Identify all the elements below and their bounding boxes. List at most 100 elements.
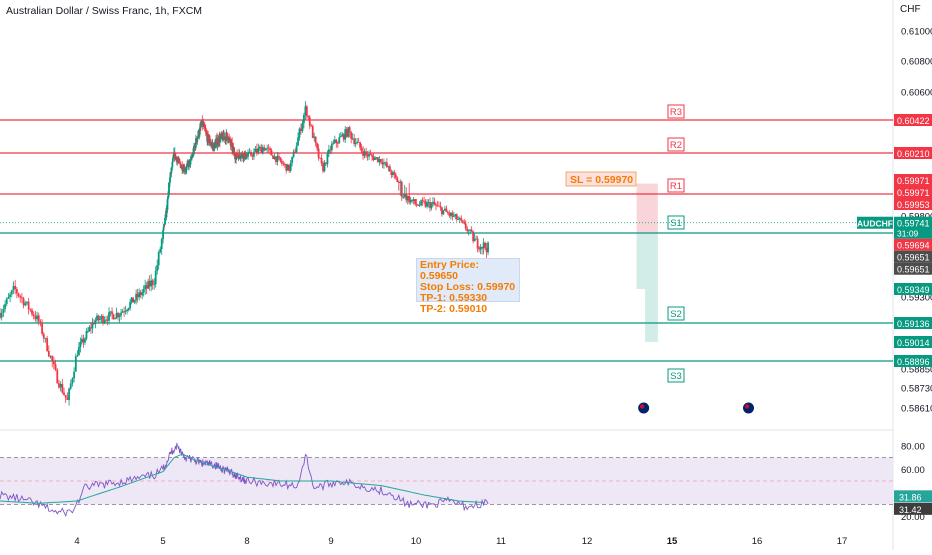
candle-body xyxy=(68,388,70,400)
candle-body xyxy=(310,125,313,127)
candle-body xyxy=(383,162,385,165)
candle-body xyxy=(0,312,1,318)
rsi-value-badge xyxy=(894,490,932,503)
candle-body xyxy=(153,284,156,285)
candle-body xyxy=(363,151,366,156)
candle-body xyxy=(56,369,59,384)
candle-body xyxy=(353,138,356,144)
candle-body xyxy=(487,242,489,253)
candle-body xyxy=(127,308,130,310)
candle-body xyxy=(460,218,463,221)
x-tick-label: 10 xyxy=(411,536,422,547)
candle-body xyxy=(316,143,319,149)
price-label: 0.59014 xyxy=(897,338,930,348)
candle-body xyxy=(189,158,192,165)
candle-body xyxy=(430,203,433,209)
x-tick-label: 12 xyxy=(582,536,593,547)
candle-body xyxy=(426,202,428,207)
level-label-r3: R3 xyxy=(670,107,682,118)
candle-body xyxy=(14,285,17,290)
candle-body xyxy=(320,158,323,164)
price-label: 0.59651 xyxy=(897,253,930,263)
candle-body xyxy=(27,301,30,310)
candle-body xyxy=(179,164,182,168)
candle-body xyxy=(147,280,150,289)
candle-body xyxy=(114,318,116,320)
candle-body xyxy=(251,155,254,157)
price-label-badge xyxy=(894,147,932,159)
candle-body xyxy=(47,350,50,357)
candle-body xyxy=(391,172,394,175)
candle-body xyxy=(170,167,173,168)
candle-body xyxy=(187,162,189,164)
candle-body xyxy=(325,162,327,164)
candle-body xyxy=(473,238,476,242)
y-tick-label: 0.61000 xyxy=(901,27,932,38)
candle-body xyxy=(176,160,179,161)
candle-body xyxy=(307,116,310,118)
candle-body xyxy=(132,297,135,303)
candle-body xyxy=(445,208,448,212)
rsi-value-badge xyxy=(894,502,932,515)
candle-body xyxy=(171,161,174,168)
candle-body xyxy=(2,308,5,313)
candle-body xyxy=(458,218,461,220)
candle-body xyxy=(208,141,211,143)
candle-body xyxy=(366,154,369,157)
candle-body xyxy=(278,156,280,158)
candle-body xyxy=(258,146,261,149)
candle-body xyxy=(313,136,316,138)
candle-body xyxy=(168,182,171,184)
candle-body xyxy=(209,144,212,145)
candle-body xyxy=(219,137,222,142)
candle-body xyxy=(292,151,295,157)
candle-body xyxy=(270,150,273,156)
candle-body xyxy=(371,154,373,157)
candle-body xyxy=(405,194,408,201)
candle-body xyxy=(333,139,336,143)
candle-body xyxy=(377,157,379,163)
candle-body xyxy=(46,338,49,351)
candle-body xyxy=(59,383,62,388)
level-badge-s2 xyxy=(667,306,685,321)
candle-body xyxy=(17,293,20,297)
candle-body xyxy=(4,304,6,309)
candle-body xyxy=(329,149,332,151)
tp2-line: TP-2: 0.59010 xyxy=(420,303,488,315)
candle-body xyxy=(481,246,483,249)
candle-body xyxy=(29,309,32,311)
candle-body xyxy=(229,138,232,143)
candle-body xyxy=(91,322,94,329)
candle-body xyxy=(172,157,175,159)
candle-body xyxy=(200,125,203,127)
candle-body xyxy=(402,196,405,198)
candle-body xyxy=(202,122,205,127)
entry-price-line: Entry Price: 0.59650 xyxy=(420,259,479,282)
candle-body xyxy=(105,319,107,321)
candle-body xyxy=(233,151,236,156)
candle-body xyxy=(136,293,139,298)
rsi-value-label: 31.86 xyxy=(899,492,922,502)
candle-body xyxy=(254,148,257,152)
level-label-r2: R2 xyxy=(670,140,682,151)
candle-body xyxy=(133,300,136,303)
tp1-line: TP-1: 0.59330 xyxy=(420,292,488,304)
candle-body xyxy=(145,285,148,289)
rsi-tick-label: 60.00 xyxy=(901,465,925,476)
candle-body xyxy=(378,159,381,163)
y-tick-label: 0.59300 xyxy=(901,293,932,304)
candle-body xyxy=(42,333,45,339)
price-label-badge xyxy=(894,197,932,210)
candle-body xyxy=(181,170,184,171)
candle-body xyxy=(475,238,478,240)
candle-body xyxy=(178,161,181,163)
candle-body xyxy=(267,147,270,149)
candle-body xyxy=(135,293,138,301)
candle-body xyxy=(10,290,13,295)
candle-body xyxy=(317,148,320,158)
candle-body xyxy=(69,383,72,389)
y-tick-label: 0.58730 xyxy=(901,384,932,395)
candle-body xyxy=(238,153,240,160)
candle-body xyxy=(215,140,217,143)
candle-body xyxy=(19,296,22,298)
